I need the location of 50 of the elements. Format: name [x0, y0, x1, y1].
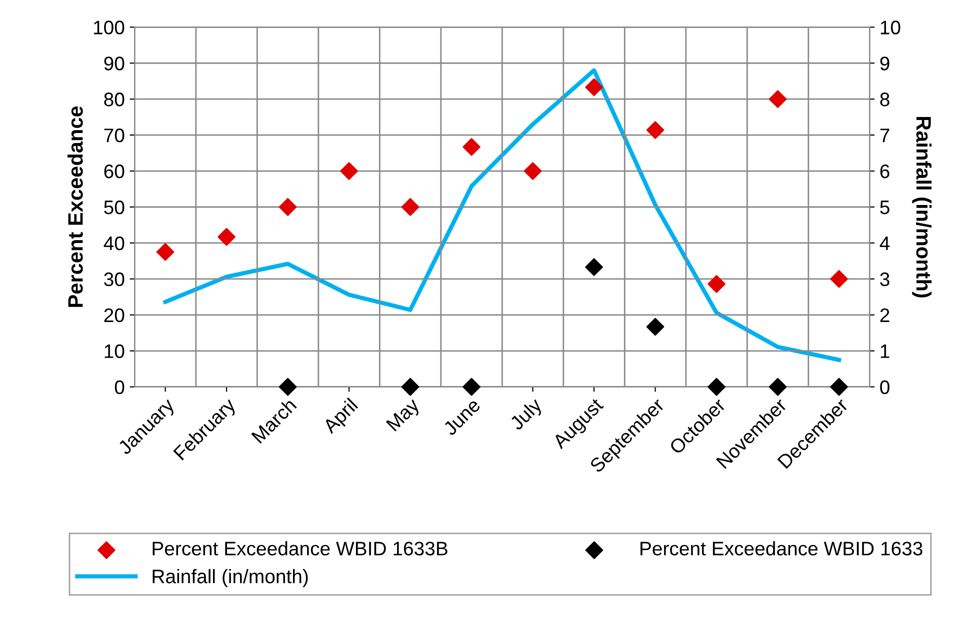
y2-tick-label: 7: [880, 128, 890, 142]
y-tick-label: 60: [104, 164, 124, 178]
line-series: [163, 68, 842, 362]
point: [156, 243, 174, 261]
legend-label: Percent Exceedance WBID 1633: [640, 541, 922, 556]
y-tick-label: 20: [104, 308, 124, 322]
point: [646, 318, 664, 336]
y2-tick-label: 3: [880, 272, 890, 286]
point: [340, 162, 358, 180]
y-tick-label: 50: [104, 200, 124, 214]
point: [768, 90, 787, 108]
y2-tick-label: 4: [880, 236, 890, 250]
y2-axis-title: Rainfall (in/month): [912, 116, 932, 298]
point: [462, 138, 480, 156]
y-tick-label: 70: [104, 128, 124, 142]
x-tick-label: July: [508, 396, 546, 434]
legend-label: Percent Exceedance WBID 1633B: [152, 541, 448, 556]
y-tick-label: 0: [114, 380, 124, 394]
point: [830, 270, 848, 288]
y-tick-label: 30: [104, 272, 124, 286]
point: [585, 258, 603, 276]
point: [278, 198, 297, 216]
y2-tick-label: 10: [880, 20, 900, 34]
point: [278, 378, 297, 396]
point: [524, 162, 542, 180]
point: [585, 78, 603, 96]
y-tick-label: 10: [104, 344, 124, 358]
point: [218, 228, 236, 246]
y2-tick-label: 0: [880, 380, 890, 394]
point: [401, 198, 420, 216]
y2-tick-label: 9: [880, 56, 890, 70]
y2-tick-label: 8: [880, 92, 890, 106]
y-tick-label: 90: [104, 56, 124, 70]
point: [708, 275, 726, 293]
y-tick-label: 100: [94, 20, 124, 34]
point: [830, 378, 848, 396]
y-axis-title: Percent Exceedance: [68, 106, 83, 307]
y2-tick-label: 5: [880, 200, 890, 214]
y-tick-label: 80: [104, 92, 124, 106]
point: [768, 378, 787, 396]
point: [708, 378, 726, 396]
y-tick-label: 40: [104, 236, 124, 250]
point: [401, 378, 420, 396]
point: [462, 378, 480, 396]
legend-label: Rainfall (in/month): [152, 569, 308, 588]
y2-tick-label: 1: [880, 344, 890, 358]
point: [646, 121, 664, 139]
x-tick-label: May: [386, 397, 424, 434]
y2-tick-label: 6: [880, 164, 890, 178]
y2-tick-label: 2: [880, 308, 890, 322]
